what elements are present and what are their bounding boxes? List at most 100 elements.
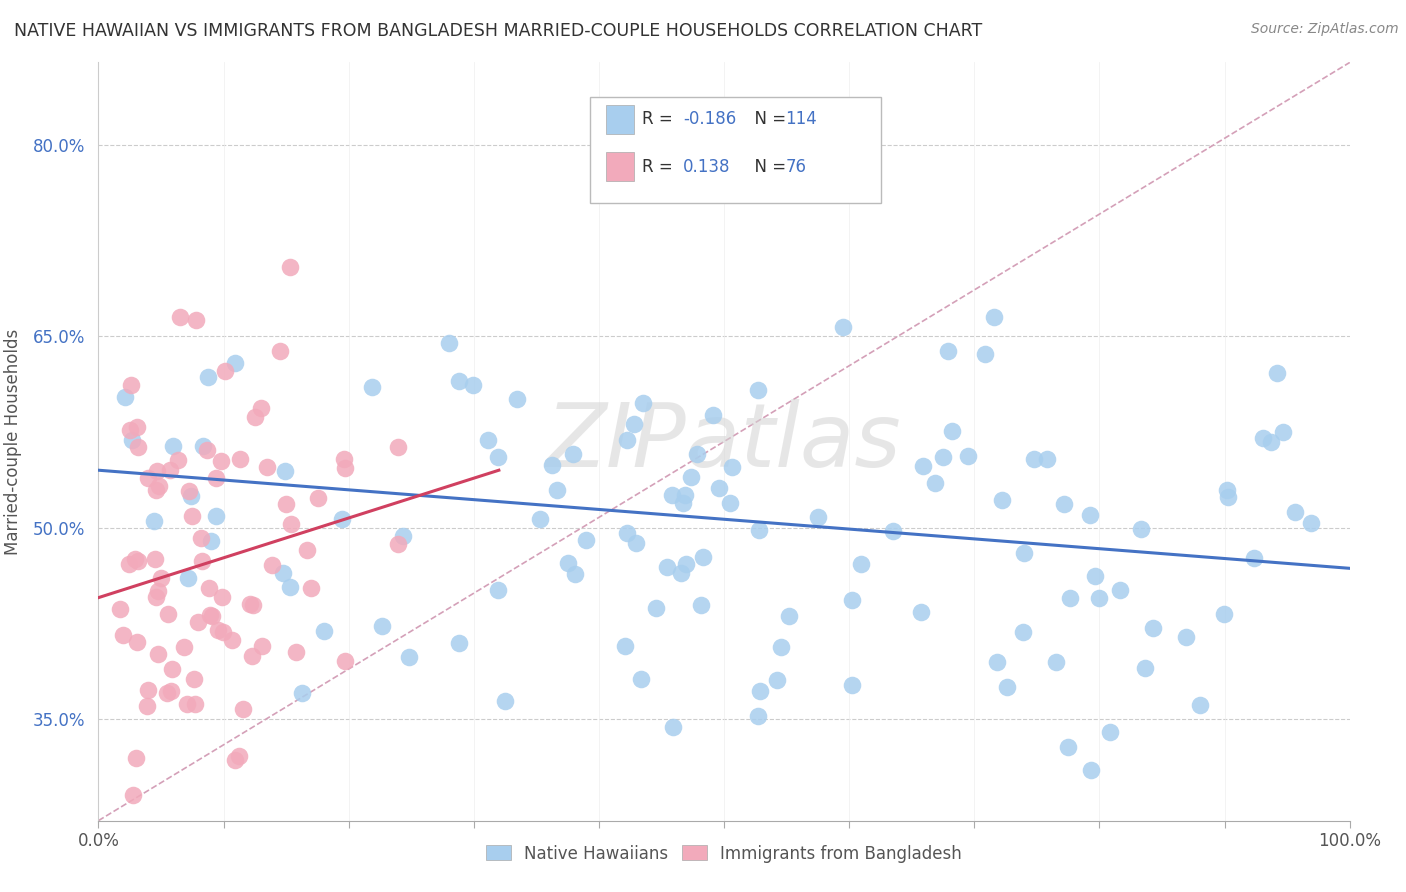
Point: [1057, 739, 1080, 754]
Point: [1265, 367, 1288, 381]
Point: [145, 464, 167, 478]
Point: [159, 463, 181, 477]
Point: [333, 452, 356, 467]
Point: [911, 458, 934, 473]
Point: [486, 450, 509, 464]
Point: [332, 512, 354, 526]
Point: [271, 566, 294, 580]
Point: [274, 464, 297, 478]
Point: [778, 609, 800, 624]
Point: [145, 483, 167, 497]
Point: [184, 698, 207, 712]
Point: [1216, 483, 1239, 497]
Point: [118, 423, 141, 437]
Point: [718, 496, 741, 510]
Point: [575, 533, 598, 547]
Point: [166, 452, 188, 467]
Point: [1088, 591, 1111, 606]
Point: [983, 310, 1005, 324]
Point: [748, 523, 770, 537]
Point: [173, 640, 195, 654]
Point: [187, 615, 209, 629]
Point: [747, 383, 769, 397]
Point: [195, 443, 218, 458]
Point: [314, 624, 336, 639]
Point: [156, 607, 179, 621]
Point: [200, 533, 222, 548]
Point: [184, 313, 207, 327]
Legend: Native Hawaiians, Immigrants from Bangladesh: Native Hawaiians, Immigrants from Bangla…: [479, 838, 969, 869]
Point: [190, 531, 212, 545]
Point: [990, 493, 1012, 508]
Text: N =: N =: [744, 158, 792, 176]
Point: [1129, 522, 1152, 536]
Point: [371, 619, 394, 633]
Point: [557, 557, 579, 571]
Point: [613, 639, 636, 653]
Point: [333, 461, 356, 475]
Bar: [606, 105, 634, 134]
Point: [148, 479, 170, 493]
Point: [224, 753, 246, 767]
Point: [477, 433, 499, 447]
Point: [841, 592, 863, 607]
Text: 76: 76: [786, 158, 807, 176]
Point: [177, 571, 200, 585]
Point: [146, 584, 169, 599]
Point: [176, 698, 198, 712]
Text: R =: R =: [641, 111, 678, 128]
Point: [112, 628, 135, 642]
Point: [118, 557, 141, 571]
Point: [200, 607, 222, 622]
Point: [720, 460, 742, 475]
Point: [162, 439, 184, 453]
Point: [1260, 434, 1282, 449]
Point: [747, 709, 769, 723]
Point: [1109, 582, 1132, 597]
Y-axis label: Married-couple Households: Married-couple Households: [4, 328, 21, 555]
Point: [205, 509, 228, 524]
Point: [179, 483, 201, 498]
Point: [232, 702, 254, 716]
Point: [224, 356, 246, 370]
Point: [1142, 621, 1164, 635]
Point: [127, 440, 149, 454]
Point: [831, 320, 853, 334]
Point: [125, 420, 148, 434]
Point: [209, 454, 232, 468]
Point: [1133, 661, 1156, 675]
Point: [882, 524, 904, 538]
Point: [392, 529, 415, 543]
Point: [1216, 491, 1239, 505]
Point: [285, 645, 308, 659]
Point: [160, 684, 183, 698]
Point: [675, 488, 697, 502]
Text: 0.138: 0.138: [683, 158, 730, 176]
Text: 114: 114: [786, 111, 817, 128]
Point: [249, 401, 271, 416]
Point: [197, 581, 219, 595]
Point: [146, 647, 169, 661]
Point: [162, 661, 184, 675]
Point: [447, 636, 470, 650]
Point: [494, 693, 516, 707]
Point: [211, 590, 233, 604]
Point: [190, 554, 212, 568]
Point: [278, 260, 301, 274]
Point: [807, 510, 830, 524]
Point: [387, 536, 409, 550]
FancyBboxPatch shape: [591, 96, 880, 202]
Point: [957, 449, 980, 463]
Point: [661, 488, 683, 502]
Point: [1053, 497, 1076, 511]
Point: [145, 590, 167, 604]
Point: [910, 605, 932, 619]
Point: [924, 475, 946, 490]
Point: [262, 558, 284, 573]
Point: [1099, 724, 1122, 739]
Point: [1080, 764, 1102, 778]
Point: [973, 347, 995, 361]
Point: [644, 600, 666, 615]
Point: [630, 672, 652, 686]
Bar: [606, 153, 634, 181]
